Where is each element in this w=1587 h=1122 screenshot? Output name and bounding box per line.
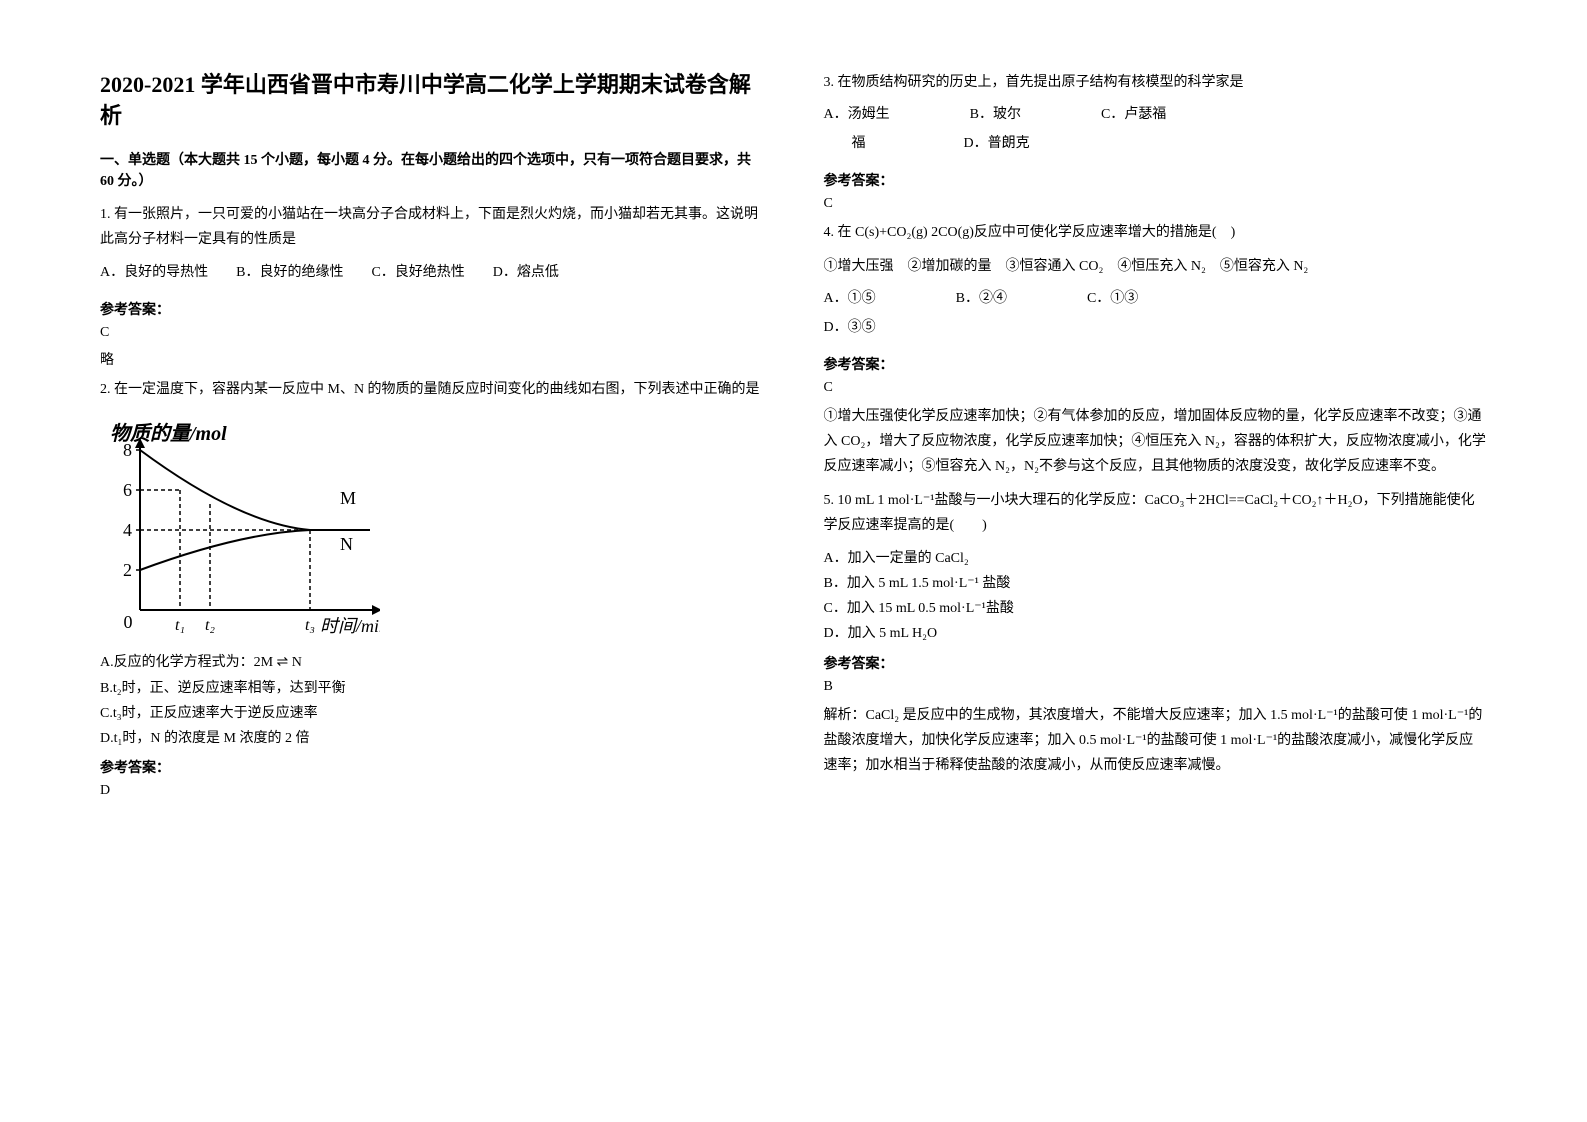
q1-text: 1. 有一张照片，一只可爱的小猫站在一块高分子合成材料上，下面是烈火灼烧，而小猫… bbox=[100, 202, 764, 252]
q3-answer-label: 参考答案： bbox=[824, 170, 1488, 190]
svg-text:4: 4 bbox=[123, 520, 132, 540]
svg-text:t₁: t₁ bbox=[175, 617, 185, 634]
q5-answer: B bbox=[824, 679, 1488, 695]
q5-answer-label: 参考答案： bbox=[824, 653, 1488, 673]
q2-chart: 物质的量/mol24680MNt₁t₂t₃时间/min bbox=[100, 420, 764, 640]
q5-optC: C．加入 15 mL 0.5 mol·L⁻¹盐酸 bbox=[824, 596, 1488, 621]
q4-explanation: ①增大压强使化学反应速率加快；②有气体参加的反应，增加固体反应物的量，化学反应速… bbox=[824, 404, 1488, 480]
svg-text:2: 2 bbox=[123, 560, 132, 580]
q5-optD: D．加入 5 mL H₂O bbox=[824, 621, 1488, 646]
q2-optC: C.t₃时，正反应速率大于逆反应速率 bbox=[100, 701, 764, 726]
q1-note: 略 bbox=[100, 349, 764, 369]
q1-answer-label: 参考答案： bbox=[100, 299, 764, 319]
q2-optD: D.t₁时，N 的浓度是 M 浓度的 2 倍 bbox=[100, 726, 764, 751]
q2-chart-svg: 物质的量/mol24680MNt₁t₂t₃时间/min bbox=[100, 420, 380, 640]
exam-title: 2020-2021 学年山西省晋中市寿川中学高二化学上学期期末试卷含解析 bbox=[100, 70, 764, 132]
q3-optD: 福 D．普朗克 bbox=[824, 131, 1488, 156]
q2-answer-label: 参考答案： bbox=[100, 757, 764, 777]
q5-text: 5. 10 mL 1 mol·L⁻¹盐酸与一小块大理石的化学反应：CaCO₃＋2… bbox=[824, 488, 1488, 538]
q3-text: 3. 在物质结构研究的历史上，首先提出原子结构有核模型的科学家是 bbox=[824, 70, 1488, 95]
q4-answer-label: 参考答案： bbox=[824, 354, 1488, 374]
q2-optB: B.t₂时，正、逆反应速率相等，达到平衡 bbox=[100, 676, 764, 701]
q4-text: 4. 在 C(s)+CO₂(g) 2CO(g)反应中可使化学反应速率增大的措施是… bbox=[824, 220, 1488, 245]
q3-optD-text: D．普朗克 bbox=[964, 136, 1030, 151]
right-column: 3. 在物质结构研究的历史上，首先提出原子结构有核模型的科学家是 A．汤姆生 B… bbox=[824, 70, 1488, 1052]
q3-optC: C．卢瑟福 bbox=[1101, 103, 1166, 123]
svg-text:t₃: t₃ bbox=[305, 617, 315, 634]
q4-options-row: A．①⑤ B．②④ C．①③ bbox=[824, 287, 1488, 307]
left-column: 2020-2021 学年山西省晋中市寿川中学高二化学上学期期末试卷含解析 一、单… bbox=[100, 70, 764, 1052]
svg-text:8: 8 bbox=[123, 440, 132, 460]
svg-text:6: 6 bbox=[123, 480, 132, 500]
q3-optA: A．汤姆生 bbox=[824, 103, 890, 123]
svg-text:0: 0 bbox=[124, 612, 133, 632]
q4-optB: B．②④ bbox=[956, 287, 1007, 307]
q2-optA: A.反应的化学方程式为：2M ⇌ N bbox=[100, 650, 764, 675]
q4-optD: D．③⑤ bbox=[824, 315, 1488, 340]
svg-text:t₂: t₂ bbox=[205, 617, 215, 634]
q3-options-row1: A．汤姆生 B．玻尔 C．卢瑟福 bbox=[824, 103, 1488, 123]
q1-options: A．良好的导热性 B．良好的绝缘性 C．良好绝热性 D．熔点低 bbox=[100, 260, 764, 285]
q5-optA: A．加入一定量的 CaCl₂ bbox=[824, 546, 1488, 571]
q3-answer: C bbox=[824, 196, 1488, 212]
q4-conditions: ①增大压强 ②增加碳的量 ③恒容通入 CO₂ ④恒压充入 N₂ ⑤恒容充入 N₂ bbox=[824, 254, 1488, 279]
q2-answer: D bbox=[100, 783, 764, 799]
q5-optB: B．加入 5 mL 1.5 mol·L⁻¹ 盐酸 bbox=[824, 571, 1488, 596]
svg-text:时间/min: 时间/min bbox=[320, 616, 380, 636]
q2-text: 2. 在一定温度下，容器内某一反应中 M、N 的物质的量随反应时间变化的曲线如右… bbox=[100, 377, 764, 402]
q5-explanation: 解析：CaCl₂ 是反应中的生成物，其浓度增大，不能增大反应速率；加入 1.5 … bbox=[824, 703, 1488, 779]
q1-answer: C bbox=[100, 325, 764, 341]
q4-optC: C．①③ bbox=[1087, 287, 1138, 307]
section-header: 一、单选题（本大题共 15 个小题，每小题 4 分。在每小题给出的四个选项中，只… bbox=[100, 150, 764, 192]
svg-text:N: N bbox=[340, 534, 353, 554]
q4-optA: A．①⑤ bbox=[824, 287, 876, 307]
svg-text:M: M bbox=[340, 488, 356, 508]
q4-answer: C bbox=[824, 380, 1488, 396]
q3-optB: B．玻尔 bbox=[970, 103, 1021, 123]
